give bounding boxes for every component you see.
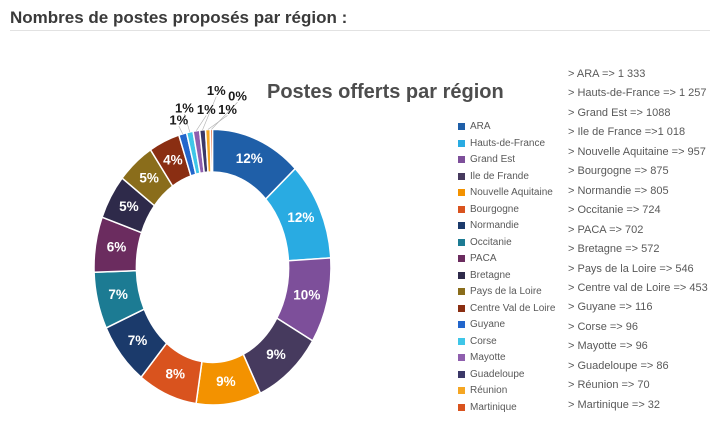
svg-text:7%: 7% xyxy=(108,287,128,302)
svg-text:5%: 5% xyxy=(119,199,139,214)
svg-text:7%: 7% xyxy=(128,333,148,348)
svg-text:12%: 12% xyxy=(236,151,263,166)
svg-text:12%: 12% xyxy=(287,210,314,225)
svg-text:9%: 9% xyxy=(266,347,286,362)
svg-text:1%: 1% xyxy=(207,83,226,98)
svg-text:8%: 8% xyxy=(165,366,185,381)
svg-text:1%: 1% xyxy=(175,101,194,116)
svg-text:5%: 5% xyxy=(139,170,159,185)
svg-text:10%: 10% xyxy=(293,287,320,302)
svg-text:1%: 1% xyxy=(218,102,237,117)
svg-text:4%: 4% xyxy=(163,152,183,167)
svg-text:1%: 1% xyxy=(197,102,216,117)
svg-text:9%: 9% xyxy=(216,374,236,389)
svg-text:6%: 6% xyxy=(107,239,127,254)
svg-text:0%: 0% xyxy=(228,89,247,104)
